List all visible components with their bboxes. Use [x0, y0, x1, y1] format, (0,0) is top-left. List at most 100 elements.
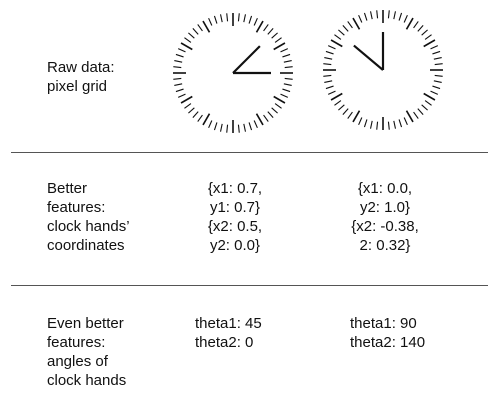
clock-minor-tick [421, 29, 428, 36]
clock-minor-tick [184, 37, 192, 43]
clock-minor-tick [413, 111, 419, 119]
clock-minor-tick [347, 21, 353, 29]
divider-1 [11, 152, 488, 153]
clock-minor-tick [197, 24, 203, 32]
clock-minor-tick [243, 14, 247, 23]
clock-minor-tick [248, 122, 253, 131]
clock-minor-tick [387, 121, 390, 130]
clock-minor-tick [248, 15, 253, 24]
clock-1 [173, 13, 293, 133]
clock-minor-tick [342, 108, 349, 115]
clock-minor-tick [323, 74, 332, 77]
clock-minor-tick [188, 32, 195, 39]
clock-minor-tick [173, 66, 182, 69]
clock-minor-tick [237, 13, 240, 22]
clock-minor-tick [283, 59, 292, 63]
clock-minor-tick [267, 111, 274, 118]
clock-minor-tick [369, 11, 373, 20]
clock-minor-tick [280, 93, 289, 98]
clock-major-tick [202, 113, 211, 126]
clock-minor-tick [192, 28, 199, 35]
clock-minor-tick [363, 119, 368, 128]
clock-minor-tick [398, 12, 403, 21]
clock-minor-tick [175, 53, 184, 58]
row-better-features: Better features: clock hands’ coordinate… [0, 153, 501, 285]
clock-minor-tick [430, 45, 439, 50]
clock-minor-tick [363, 12, 368, 21]
clock-major-tick [273, 42, 286, 51]
clock-minor-tick [347, 111, 353, 119]
row-label-better-features: Better features: clock hands’ coordinate… [47, 180, 130, 254]
clock-hand-2 [353, 44, 384, 71]
clock-minor-tick [226, 124, 229, 133]
clock-minor-tick [208, 120, 213, 129]
clock-minor-tick [173, 77, 182, 80]
angles-cell-clock-1: theta1: 45 theta2: 0 [195, 315, 262, 351]
clock-minor-tick [280, 48, 289, 53]
clock-minor-tick [282, 88, 291, 93]
clock-minor-tick [271, 32, 278, 39]
clock-minor-tick [323, 63, 332, 66]
clock-minor-tick [433, 56, 442, 60]
clock-minor-tick [284, 77, 293, 80]
row-raw-data: Raw data: pixel grid [0, 0, 501, 152]
row-label-even-better-features: Even better features: angles of clock ha… [47, 315, 127, 389]
clock-minor-tick [398, 119, 403, 128]
clock-minor-tick [253, 17, 258, 26]
clock-minor-tick [387, 10, 390, 19]
clock-minor-tick [434, 63, 443, 66]
clock-minor-tick [213, 15, 218, 24]
clock-major-tick [255, 20, 264, 33]
clock-minor-tick [358, 117, 363, 126]
clock-minor-tick [253, 120, 258, 129]
clock-minor-tick [342, 25, 349, 32]
clock-minor-tick [393, 11, 397, 20]
clock-minor-tick [430, 90, 439, 95]
clock-major-tick [255, 113, 264, 126]
clock-minor-tick [432, 50, 441, 55]
clock-minor-tick [432, 85, 441, 90]
clock-minor-tick [263, 24, 269, 32]
clock-minor-tick [184, 103, 192, 109]
row-even-better-features: Even better features: angles of clock ha… [0, 286, 501, 405]
clock-hand-1 [232, 45, 261, 74]
clock-minor-tick [434, 74, 443, 77]
coordinates-cell-clock-1: {x1: 0.7, y1: 0.7} {x2: 0.5, y2: 0.0} [207, 180, 263, 254]
clock-major-tick [202, 20, 211, 33]
clock-minor-tick [324, 80, 333, 84]
clock-minor-tick [174, 59, 183, 63]
clock-minor-tick [219, 14, 223, 23]
clock-minor-tick [403, 117, 408, 126]
clock-major-tick [352, 110, 361, 123]
clock-major-tick [423, 92, 436, 101]
clock-minor-tick [338, 104, 345, 111]
clock-minor-tick [334, 100, 342, 106]
clock-minor-tick [358, 14, 363, 23]
clock-minor-tick [376, 10, 379, 19]
clock-minor-tick [284, 66, 293, 69]
clock-minor-tick [177, 48, 186, 53]
clock-minor-tick [334, 34, 342, 40]
clock-major-tick [330, 92, 343, 101]
clock-major-tick [330, 39, 343, 48]
clock-major-tick [273, 95, 286, 104]
clock-minor-tick [417, 25, 424, 32]
clock-minor-tick [369, 120, 373, 129]
clock-major-tick [405, 110, 414, 123]
clock-minor-tick [197, 114, 203, 122]
clock-minor-tick [243, 123, 247, 132]
clock-minor-tick [208, 17, 213, 26]
clock-minor-tick [413, 21, 419, 29]
clock-minor-tick [403, 14, 408, 23]
clock-minor-tick [338, 29, 345, 36]
clock-minor-tick [274, 37, 282, 43]
clock-2 [323, 10, 443, 130]
clock-minor-tick [177, 93, 186, 98]
clock-minor-tick [267, 28, 274, 35]
clock-minor-tick [192, 111, 199, 118]
clock-minor-tick [393, 120, 397, 129]
clock-minor-tick [376, 121, 379, 130]
clock-major-tick [180, 42, 193, 51]
clock-minor-tick [424, 34, 432, 40]
clock-major-tick [405, 17, 414, 30]
